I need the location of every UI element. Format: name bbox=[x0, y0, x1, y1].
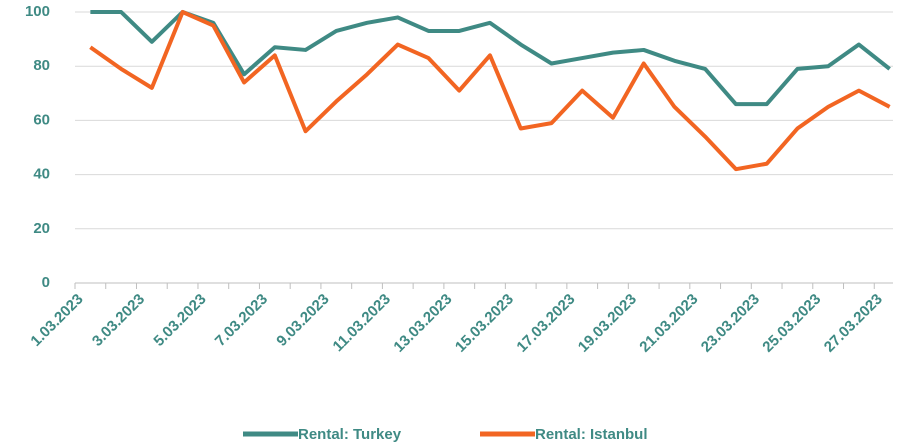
series-line bbox=[90, 10, 891, 107]
x-tick-label: 1.03.2023 bbox=[27, 291, 86, 350]
y-tick-label: 20 bbox=[33, 220, 50, 237]
y-tick-label: 60 bbox=[33, 111, 50, 128]
y-tick-label: 80 bbox=[33, 57, 50, 74]
y-tick-label: 100 bbox=[25, 3, 50, 20]
x-tick-label: 23.03.2023 bbox=[698, 291, 763, 356]
x-tick-label: 17.03.2023 bbox=[513, 291, 578, 356]
x-tick-label: 15.03.2023 bbox=[452, 291, 517, 356]
y-tick-label: 0 bbox=[42, 274, 50, 291]
x-tick-label: 3.03.2023 bbox=[89, 291, 148, 350]
series-line bbox=[89, 10, 891, 172]
x-tick-label: 9.03.2023 bbox=[273, 291, 332, 350]
x-tick-label: 25.03.2023 bbox=[759, 291, 824, 356]
x-tick-label: 27.03.2023 bbox=[821, 291, 886, 356]
x-tick-label: 7.03.2023 bbox=[212, 291, 271, 350]
legend-label: Rental: Istanbul bbox=[535, 426, 648, 443]
x-tick-label: 11.03.2023 bbox=[330, 291, 395, 356]
y-tick-label: 40 bbox=[33, 166, 50, 183]
x-tick-label: 13.03.2023 bbox=[390, 291, 455, 356]
x-tick-label: 21.03.2023 bbox=[636, 291, 701, 356]
legend-label: Rental: Turkey bbox=[298, 426, 402, 443]
x-tick-label: 19.03.2023 bbox=[575, 291, 640, 356]
x-tick-label: 5.03.2023 bbox=[150, 291, 209, 350]
